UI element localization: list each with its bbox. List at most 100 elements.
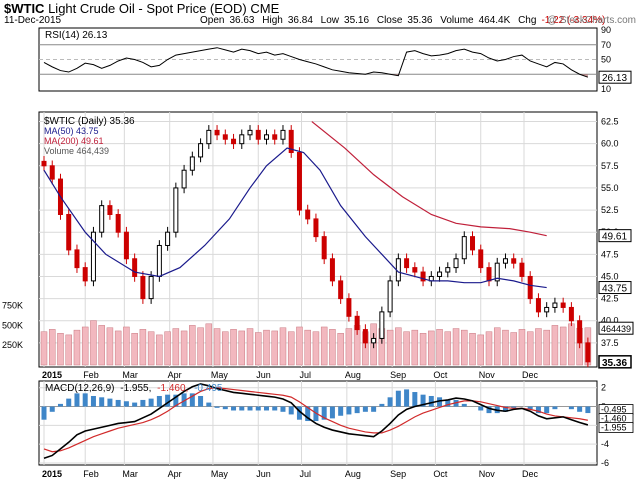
volume-bar	[312, 331, 320, 366]
volume-bar	[320, 326, 328, 366]
price-candle	[535, 298, 541, 313]
price-candle	[470, 236, 476, 251]
price-candle	[544, 306, 550, 313]
price-x-tick: Jul	[300, 370, 312, 380]
volume-bar	[279, 327, 287, 366]
macd-histogram-bar	[461, 403, 467, 407]
macd-histogram-bar	[123, 401, 129, 407]
price-candle	[305, 209, 311, 220]
volume-bar	[526, 331, 534, 366]
macd-histogram-bar	[49, 406, 55, 412]
macd-histogram-bar	[239, 406, 245, 411]
ma200-last-value-box	[598, 229, 632, 243]
price-x-tick: Feb	[83, 370, 99, 380]
ma200-line	[311, 121, 547, 237]
volume-bar	[543, 329, 550, 366]
macd-histogram-bar	[107, 398, 113, 407]
volume-bar	[147, 331, 155, 366]
macd-legend-prefix: MACD(12,26,9)	[45, 383, 114, 394]
macd-histogram-bar	[82, 393, 88, 407]
price-candle	[379, 311, 385, 339]
volume-bar	[535, 328, 542, 366]
rsi-last-box	[598, 70, 632, 84]
price-x-tick: Nov	[479, 370, 496, 380]
macd-histogram-bar	[247, 406, 253, 411]
macd-x-tick: Apr	[168, 469, 182, 479]
close-last-value: 35.36	[602, 358, 627, 369]
macd-histogram-bar	[288, 406, 294, 415]
price-candle	[272, 134, 278, 140]
price-candle	[329, 258, 335, 282]
macd-histogram-bar	[478, 406, 484, 411]
price-candle	[239, 134, 245, 145]
price-candle	[585, 342, 591, 363]
macd-histogram-bar	[511, 406, 517, 408]
volume-legend: Volume 464,439	[44, 146, 109, 156]
price-y-tick: 40.0	[601, 316, 619, 326]
volume-bar	[131, 333, 138, 366]
open-label: Open	[200, 15, 225, 26]
rsi-y-tick: 70	[601, 40, 611, 50]
macd-x-tick: Aug	[345, 469, 361, 479]
price-y-tick: 55.0	[601, 183, 619, 193]
volume-bar	[123, 326, 130, 366]
volume-bar	[304, 329, 311, 366]
rsi-last-value: 26.13	[602, 73, 627, 84]
price-x-tick: May	[211, 370, 229, 380]
price-y-tick: 47.5	[601, 249, 619, 259]
volume-bar	[213, 328, 221, 366]
price-candle	[90, 231, 96, 282]
ma200-last-value: 49.61	[602, 232, 627, 243]
price-candle	[412, 267, 418, 273]
price-candle	[206, 129, 212, 145]
volume-bar	[461, 329, 468, 366]
volume-bar	[395, 327, 402, 366]
macd-x-tick: Sep	[390, 469, 406, 479]
exchange: CME	[250, 1, 280, 16]
volume-bar	[156, 334, 163, 366]
price-candle	[107, 205, 113, 215]
macd-histogram-bar	[552, 406, 558, 410]
macd-histogram-bar	[568, 406, 574, 410]
macd-histogram-bar	[140, 399, 146, 407]
price-candle	[404, 258, 410, 269]
macd-histogram-bar	[74, 393, 80, 407]
low-label: Low	[320, 15, 340, 26]
price-candle	[494, 262, 500, 282]
volume-bar	[230, 329, 237, 366]
volume-bar	[411, 329, 419, 366]
volume-bar	[469, 333, 476, 366]
volume-bar	[428, 330, 435, 366]
rsi-legend: RSI(14) 26.13	[45, 30, 108, 41]
volume-label: Volume	[440, 15, 474, 26]
macd-histogram-bar	[362, 406, 368, 412]
volume-bar	[246, 328, 254, 366]
macd-x-tick: May	[211, 469, 229, 479]
price-candle	[486, 267, 492, 282]
macd-histogram-bar	[379, 403, 385, 407]
price-candle	[346, 298, 352, 317]
price-candle	[371, 337, 377, 344]
macd-histogram-bar	[198, 395, 204, 407]
price-candle	[214, 129, 220, 136]
price-x-tick: Oct	[433, 370, 448, 380]
price-candle	[420, 271, 426, 282]
macd-histogram-bar	[585, 406, 591, 414]
macd-histogram-bar	[280, 406, 286, 412]
macd-histogram-bar	[115, 399, 121, 407]
macd-histogram-bar	[535, 406, 541, 414]
volume-bar	[164, 331, 171, 366]
price-candle	[568, 306, 574, 322]
high-label: High	[262, 15, 283, 26]
volume-bar	[444, 331, 452, 366]
ma50-last-value: 43.75	[602, 284, 627, 295]
chart-date: 11-Dec-2015	[4, 15, 62, 26]
macd-histogram-bar	[544, 406, 550, 414]
price-candle	[527, 275, 533, 300]
price-y-tick: 57.5	[601, 161, 619, 171]
price-candle	[511, 258, 517, 264]
price-candle	[313, 218, 319, 238]
volume-bar	[172, 328, 180, 366]
volume-bar	[106, 327, 114, 366]
macd-histogram-bar	[222, 406, 228, 410]
